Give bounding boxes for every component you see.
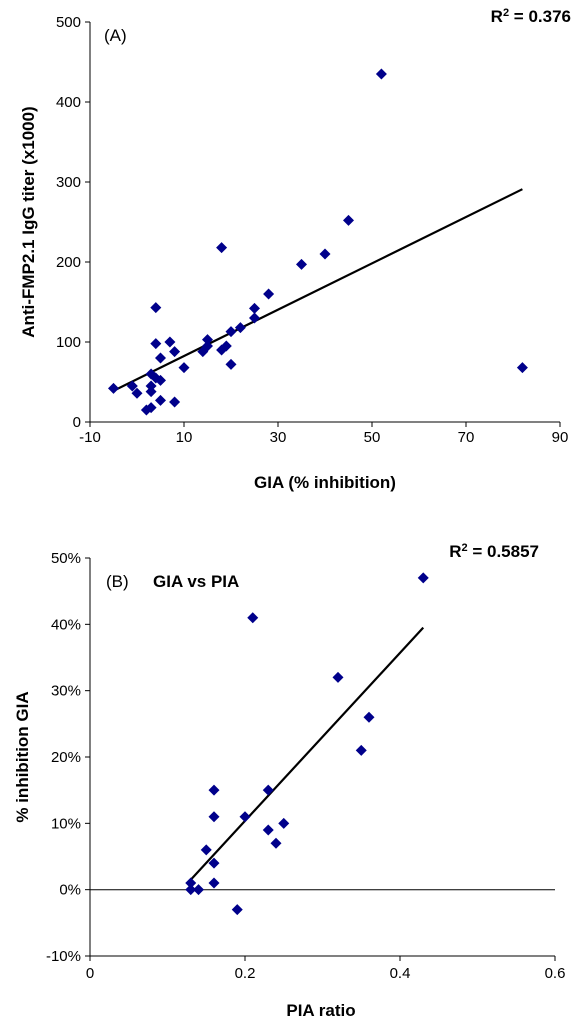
chart-b-point: [193, 884, 204, 896]
chart-b-point: [208, 857, 220, 869]
chart-a-plot-area: -10 10 30 50 70 90 0 100 200 300 400 500: [56, 14, 568, 446]
chart-b-y-tick-label: -10%: [46, 948, 81, 965]
chart-a-points: [108, 68, 528, 416]
chart-b-y-tick-label: 10%: [51, 815, 81, 832]
chart-a-point: [145, 380, 157, 392]
chart-a-point: [126, 380, 138, 392]
chart-a: -10 10 30 50 70 90 0 100 200 300 400 500 (A) R2 = 0…: [19, 7, 571, 492]
chart-a-point: [155, 374, 166, 386]
chart-b-y-label: % inhibition GIA: [13, 691, 32, 822]
chart-a-point: [202, 334, 213, 346]
chart-b-x-tick-label: 0: [86, 965, 94, 982]
chart-b-point: [355, 744, 367, 756]
chart-a-point: [375, 68, 387, 80]
chart-b-point: [278, 817, 290, 829]
chart-a-point: [145, 402, 157, 414]
chart-a-y-tick-label: 500: [56, 14, 81, 31]
chart-a-x-tick-label: 50: [364, 429, 381, 446]
chart-b-y-tick-label: 0%: [59, 882, 81, 899]
chart-a-panel-tag: (A): [104, 26, 127, 45]
chart-b-x-tick-label: 0.2: [235, 965, 256, 982]
chart-a-x-tick-label: 70: [458, 429, 475, 446]
chart-a-y-tick-label: 100: [56, 334, 81, 351]
chart-b: 0 0.2 0.4 0.6 -10% 0% 10% 20% 30% 40% 50% (B) GIA …: [13, 542, 565, 1020]
chart-a-y-tick-label: 0: [73, 414, 81, 431]
chart-b-point: [363, 711, 375, 723]
chart-a-x-tick-label: 10: [176, 429, 193, 446]
chart-a-point: [234, 322, 246, 334]
chart-b-point: [262, 784, 274, 796]
chart-b-plot-area: 0 0.2 0.4 0.6 -10% 0% 10% 20% 30% 40% 50%: [46, 550, 565, 982]
chart-b-y-tick-label: 40%: [51, 616, 81, 633]
chart-a-point: [131, 387, 143, 399]
chart-b-point: [231, 904, 243, 916]
chart-a-r2: R2 = 0.376: [491, 7, 571, 26]
chart-b-point: [239, 811, 251, 823]
chart-a-point: [225, 358, 237, 370]
chart-b-x-tick-label: 0.6: [545, 965, 566, 982]
chart-b-y-tick-label: 20%: [51, 749, 81, 766]
chart-a-ticks: -10 10 30 50 70 90 0 100 200 300 400 500: [56, 14, 568, 446]
chart-a-point: [216, 242, 228, 254]
chart-a-point: [343, 214, 354, 226]
chart-b-point: [332, 671, 344, 683]
chart-b-y-tick-label: 50%: [51, 550, 81, 567]
chart-a-x-tick-label: -10: [79, 429, 101, 446]
chart-b-r2: R2 = 0.5857: [449, 542, 539, 561]
chart-a-point: [516, 362, 528, 374]
chart-b-point: [270, 837, 282, 849]
chart-a-point: [202, 340, 213, 352]
chart-b-r2-exponent: 2: [462, 542, 468, 554]
chart-a-point: [169, 396, 181, 408]
chart-b-point: [208, 877, 220, 889]
chart-a-point: [145, 386, 157, 398]
chart-b-point: [208, 811, 220, 823]
chart-a-point: [296, 258, 307, 270]
chart-b-title: GIA vs PIA: [153, 572, 239, 591]
chart-a-r2-exponent: 2: [503, 7, 509, 19]
chart-a-point: [108, 382, 119, 394]
chart-a-x-tick-label: 90: [552, 429, 569, 446]
chart-a-point: [319, 248, 331, 260]
chart-b-point: [185, 877, 197, 889]
chart-a-point: [178, 362, 190, 374]
chart-a-trendline: [113, 188, 523, 392]
chart-a-point: [220, 340, 232, 352]
chart-a-point: [155, 394, 166, 406]
chart-a-y-label: Anti-FMP2.1 IgG titer (x1000): [19, 106, 38, 337]
chart-a-point: [164, 336, 176, 348]
chart-b-trendline: [189, 626, 425, 881]
chart-b-point: [208, 784, 220, 796]
chart-b-panel-tag: (B): [106, 572, 129, 591]
chart-b-x-tick-label: 0.4: [390, 965, 411, 982]
chart-a-y-tick-label: 400: [56, 94, 81, 111]
chart-a-point: [155, 352, 166, 364]
chart-b-points: [185, 572, 429, 916]
chart-a-x-label: GIA (% inhibition): [254, 473, 396, 492]
chart-a-y-tick-label: 300: [56, 174, 81, 191]
chart-b-point: [200, 844, 212, 856]
chart-b-point: [247, 612, 259, 624]
chart-a-x-tick-label: 30: [270, 429, 287, 446]
chart-a-point: [249, 312, 260, 324]
chart-b-ticks: 0 0.2 0.4 0.6 -10% 0% 10% 20% 30% 40% 50%: [46, 550, 565, 982]
chart-a-point: [225, 326, 237, 338]
chart-a-point: [249, 302, 260, 314]
chart-a-point: [150, 338, 162, 350]
chart-b-point: [417, 572, 429, 584]
chart-b-point: [185, 884, 197, 896]
chart-a-point: [169, 346, 181, 358]
chart-a-point: [263, 288, 275, 300]
chart-b-point: [262, 824, 274, 836]
chart-b-y-tick-label: 30%: [51, 683, 81, 700]
chart-a-point: [150, 302, 162, 314]
chart-b-x-label: PIA ratio: [286, 1001, 355, 1020]
chart-a-y-tick-label: 200: [56, 254, 81, 271]
